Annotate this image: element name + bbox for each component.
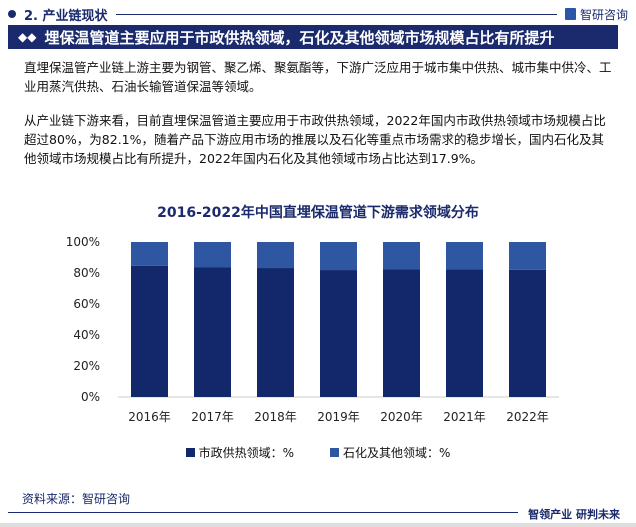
bar-segment: [509, 269, 546, 397]
diamond-icon: ◆◆: [18, 30, 37, 44]
x-tick-label: 2018年: [254, 410, 297, 424]
y-tick-label: 60%: [73, 297, 100, 311]
x-tick-label: 2019年: [317, 410, 360, 424]
bottom-strip: [0, 523, 636, 527]
y-tick-label: 0%: [81, 390, 100, 404]
bar-segment: [383, 269, 420, 397]
bar-segment: [131, 265, 168, 397]
bar-segment: [131, 242, 168, 266]
x-tick-label: 2021年: [443, 410, 486, 424]
paragraph-2: 从产业链下游来看，目前直埋保温管道主要应用于市政供热领域，2022年国内市政供热…: [24, 113, 606, 166]
chart-title: 2016-2022年中国直埋保温管道下游需求领域分布: [157, 205, 479, 221]
legend-item-municipal: 市政供热领域：%: [185, 444, 294, 461]
title-bar: ◆◆ 埋保温管道主要应用于市政供热领域，石化及其他领域市场规模占比有所提升: [8, 25, 618, 49]
bar-segment: [320, 270, 357, 397]
bar-segment: [257, 242, 294, 269]
y-tick-label: 80%: [73, 266, 100, 280]
bar-segment: [509, 242, 546, 270]
x-tick-label: 2017年: [191, 410, 234, 424]
y-tick-label: 20%: [73, 359, 100, 373]
bar-segment: [446, 242, 483, 270]
legend-item-petrochemical: 石化及其他领域：%: [330, 444, 450, 461]
title-text: 埋保温管道主要应用于市政供热领域，石化及其他领域市场规模占比有所提升: [44, 28, 555, 47]
legend-label: 市政供热领域：%: [198, 446, 294, 460]
footer-divider: [8, 512, 518, 513]
bar-segment: [446, 269, 483, 397]
y-tick-label: 40%: [73, 328, 100, 342]
section-header: 2. 产业链现状 智研咨询: [8, 5, 628, 24]
bar-segment: [194, 267, 231, 397]
legend-swatch: [330, 448, 339, 457]
brand-logo-icon: [564, 8, 576, 20]
brand: 智研咨询: [564, 6, 628, 23]
bar-segment: [320, 242, 357, 271]
legend: 市政供热领域：% 石化及其他领域：%: [0, 444, 636, 461]
legend-swatch: [185, 448, 195, 457]
x-tick-label: 2016年: [128, 410, 171, 424]
source-note: 资料来源：智研咨询: [22, 492, 131, 506]
x-tick-label: 2020年: [380, 410, 423, 424]
bar-segment: [383, 242, 420, 270]
section-title: 2. 产业链现状: [24, 8, 108, 24]
bar-segment: [194, 242, 231, 268]
paragraph-1: 直埋保温管产业链上游主要为钢管、聚乙烯、聚氨酯等，下游广泛应用于城市集中供热、城…: [24, 60, 612, 94]
y-tick-label: 100%: [66, 235, 100, 249]
bullet-icon: [8, 10, 16, 18]
divider: [115, 13, 557, 15]
bar-segment: [257, 268, 294, 397]
legend-label: 石化及其他领域：%: [343, 446, 451, 460]
x-tick-label: 2022年: [506, 410, 549, 424]
slogan: 智领产业 研判未来: [528, 508, 620, 521]
brand-name: 智研咨询: [579, 7, 628, 22]
